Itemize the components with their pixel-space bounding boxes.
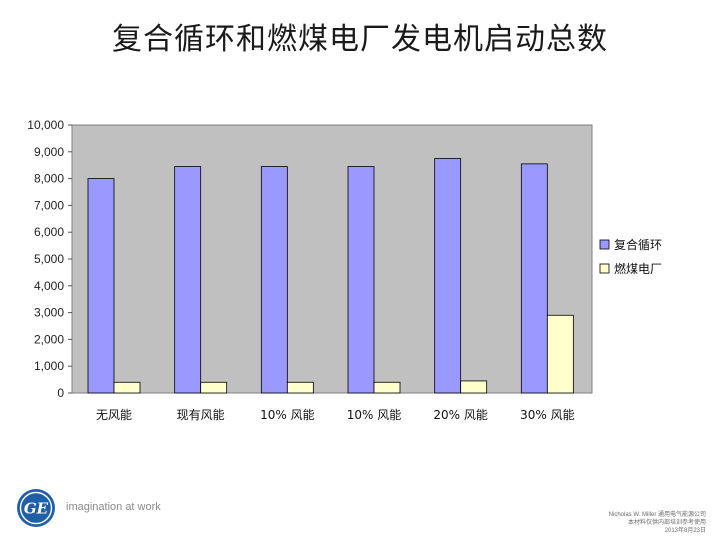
legend-label: 燃煤电厂 bbox=[614, 261, 662, 276]
bar-combined-cycle bbox=[434, 158, 462, 394]
bar-combined-cycle bbox=[347, 166, 375, 394]
footer-note-line: 2013年8月23日 bbox=[664, 528, 706, 534]
bar-coal-plant bbox=[200, 381, 228, 394]
x-tick-label: 30% 风能 bbox=[520, 408, 575, 422]
footer-note: Nicholas W. Miller 通用电气能源公司 本材料仅供内部培训参考使… bbox=[446, 511, 706, 535]
x-tick-label: 10% 风能 bbox=[260, 408, 315, 422]
bar-coal-plant bbox=[373, 381, 401, 394]
y-tick-label: 7,000 bbox=[34, 198, 64, 212]
y-tick-label: 3,000 bbox=[34, 306, 64, 320]
y-tick-label: 4,000 bbox=[34, 279, 64, 293]
footer-note-line: 本材料仅供内部培训参考使用 bbox=[627, 520, 706, 526]
bar-coal-plant bbox=[546, 314, 574, 394]
bar-combined-cycle bbox=[87, 178, 115, 394]
tagline: imagination at work bbox=[66, 501, 161, 513]
bar-combined-cycle bbox=[260, 166, 288, 394]
svg-text:GE: GE bbox=[24, 500, 49, 518]
plot-area bbox=[71, 124, 593, 394]
bar-coal-plant bbox=[460, 380, 488, 394]
bar-combined-cycle bbox=[520, 163, 548, 394]
ge-logo-icon: GE bbox=[17, 489, 55, 527]
y-tick-label: 6,000 bbox=[34, 225, 64, 239]
y-tick-label: 0 bbox=[57, 386, 64, 400]
bar-coal-plant bbox=[286, 381, 314, 394]
legend-label: 复合循环 bbox=[614, 237, 662, 252]
y-tick-label: 9,000 bbox=[34, 145, 64, 159]
y-tick-label: 2,000 bbox=[34, 332, 64, 346]
bar-coal-plant bbox=[113, 381, 141, 394]
y-tick-label: 1,000 bbox=[34, 359, 64, 373]
legend-swatch bbox=[599, 239, 610, 250]
x-tick-label: 20% 风能 bbox=[433, 408, 488, 422]
y-tick-label: 5,000 bbox=[34, 252, 64, 266]
y-tick-label: 10,000 bbox=[27, 118, 64, 132]
bar-chart: 0 1,000 2,000 3,000 4,000 5,000 6,000 7,000 8,00… bbox=[27, 118, 662, 422]
y-tick-label: 8,000 bbox=[34, 172, 64, 186]
x-tick-label: 现有风能 bbox=[177, 408, 225, 422]
x-tick-label: 无风能 bbox=[96, 408, 132, 422]
page-title: 复合循环和燃煤电厂发电机启动总数 bbox=[112, 22, 608, 57]
x-tick-label: 10% 风能 bbox=[347, 408, 402, 422]
footer-note-line: Nicholas W. Miller 通用电气能源公司 bbox=[608, 512, 706, 518]
bar-combined-cycle bbox=[174, 166, 202, 394]
legend-swatch bbox=[599, 263, 610, 274]
